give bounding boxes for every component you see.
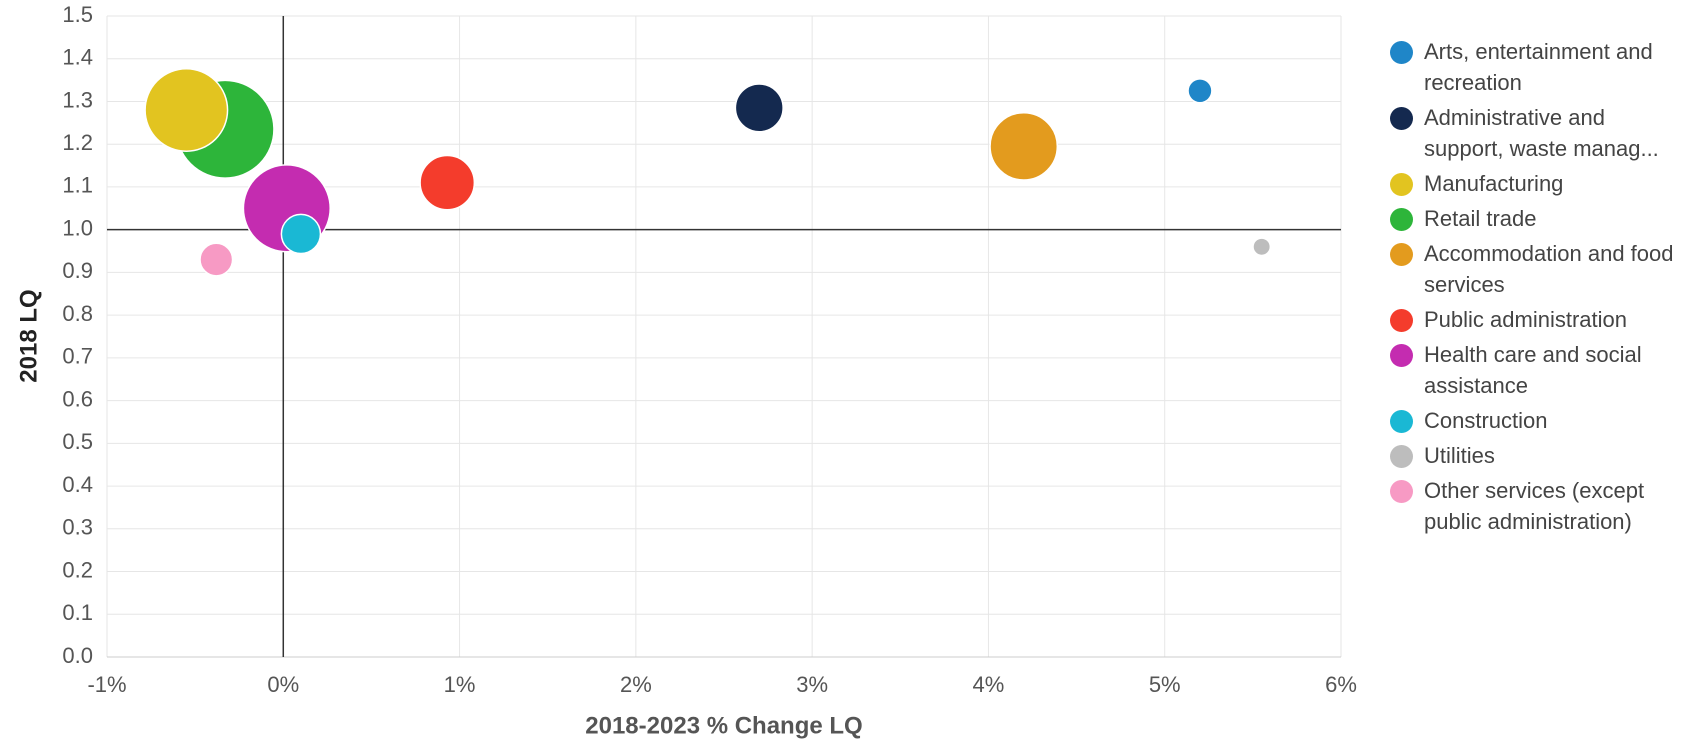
y-tick-label: 0.7	[62, 344, 93, 369]
legend-item[interactable]: Utilities	[1390, 440, 1690, 471]
y-tick-label: 1.3	[62, 87, 93, 112]
bubble	[199, 242, 234, 277]
legend-swatch	[1390, 107, 1413, 130]
bubble	[419, 154, 476, 211]
y-tick-label: 1.2	[62, 130, 93, 155]
legend-swatch	[1390, 344, 1413, 367]
legend-swatch	[1390, 173, 1413, 196]
x-axis-title: 2018-2023 % Change LQ	[585, 712, 862, 739]
legend: Arts, entertainment and recreation Admini…	[1390, 36, 1690, 541]
y-tick-label: 0.0	[62, 643, 93, 668]
x-tick-label: 2%	[620, 672, 652, 697]
legend-label: Utilities	[1424, 443, 1495, 468]
legend-item[interactable]: Administrative and support, waste manag.…	[1390, 102, 1690, 164]
bubble	[144, 68, 229, 152]
bubble	[280, 213, 322, 255]
legend-item[interactable]: Public administration	[1390, 304, 1690, 335]
legend-label: Health care and social assistance	[1424, 342, 1642, 398]
legend-label: Other services (except public administra…	[1424, 478, 1645, 534]
y-tick-label: 1.4	[62, 45, 93, 70]
bubble	[734, 83, 784, 133]
legend-swatch	[1390, 309, 1413, 332]
legend-swatch	[1390, 41, 1413, 64]
y-tick-label: 1.1	[62, 173, 93, 198]
legend-label: Accommodation and food services	[1424, 241, 1674, 297]
legend-item[interactable]: Other services (except public administra…	[1390, 475, 1690, 537]
legend-label: Retail trade	[1424, 206, 1537, 231]
legend-label: Manufacturing	[1424, 171, 1564, 196]
y-tick-label: 0.6	[62, 386, 93, 411]
y-tick-label: 0.4	[62, 472, 93, 497]
legend-swatch	[1390, 480, 1413, 503]
x-tick-label: 4%	[973, 672, 1005, 697]
legend-item[interactable]: Accommodation and food services	[1390, 238, 1690, 300]
legend-item[interactable]: Retail trade	[1390, 203, 1690, 234]
x-tick-label: 0%	[267, 672, 299, 697]
legend-item[interactable]: Arts, entertainment and recreation	[1390, 36, 1690, 98]
legend-label: Administrative and support, waste manag.…	[1424, 105, 1659, 161]
y-axis-title: 2018 LQ	[15, 289, 42, 382]
x-tick-label: 5%	[1149, 672, 1181, 697]
y-tick-label: 0.5	[62, 429, 93, 454]
legend-swatch	[1390, 208, 1413, 231]
legend-item[interactable]: Health care and social assistance	[1390, 339, 1690, 401]
bubble	[1252, 237, 1272, 257]
bubble	[989, 111, 1059, 181]
y-tick-label: 0.2	[62, 557, 93, 582]
y-tick-label: 0.9	[62, 258, 93, 283]
y-tick-label: 0.8	[62, 301, 93, 326]
x-tick-label: 1%	[444, 672, 476, 697]
x-tick-label: 3%	[796, 672, 828, 697]
grid	[106, 15, 1342, 658]
legend-label: Public administration	[1424, 307, 1627, 332]
legend-swatch	[1390, 445, 1413, 468]
legend-swatch	[1390, 410, 1413, 433]
y-tick-label: 0.1	[62, 600, 93, 625]
legend-swatch	[1390, 243, 1413, 266]
x-tick-label: -1%	[87, 672, 126, 697]
legend-item[interactable]: Construction	[1390, 405, 1690, 436]
legend-label: Construction	[1424, 408, 1548, 433]
y-tick-label: 1.0	[62, 215, 93, 240]
legend-item[interactable]: Manufacturing	[1390, 168, 1690, 199]
bubble	[1187, 78, 1213, 104]
y-tick-label: 1.5	[62, 2, 93, 27]
x-tick-label: 6%	[1325, 672, 1357, 697]
legend-label: Arts, entertainment and recreation	[1424, 39, 1653, 95]
y-tick-label: 0.3	[62, 515, 93, 540]
